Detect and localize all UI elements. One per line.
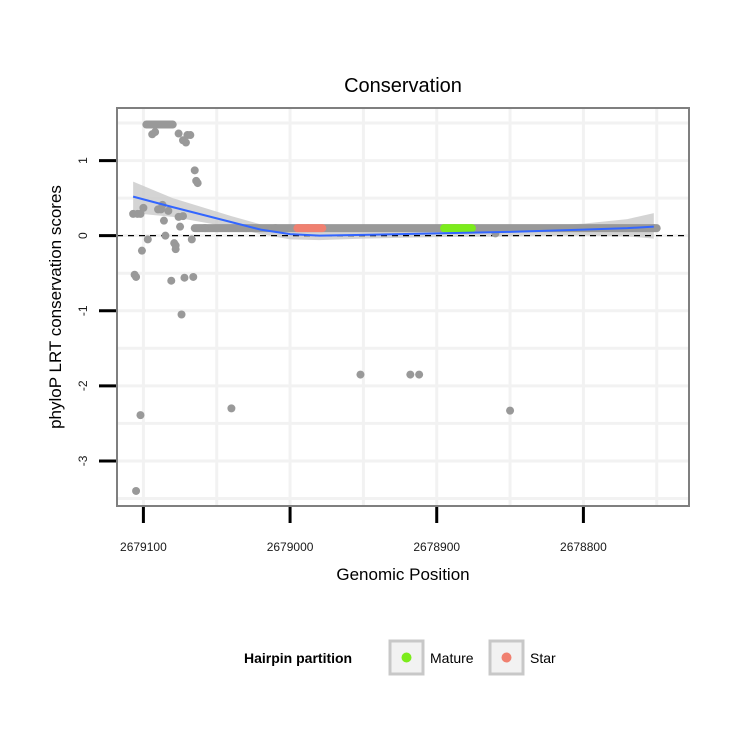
x-axis-title: Genomic Position bbox=[336, 565, 469, 584]
data-point bbox=[139, 203, 148, 212]
data-point bbox=[136, 209, 145, 218]
data-point bbox=[132, 486, 141, 495]
data-point bbox=[356, 370, 365, 379]
data-point bbox=[176, 222, 185, 231]
x-tick-label: 2679000 bbox=[267, 540, 314, 554]
data-point bbox=[190, 166, 199, 175]
legend-label-mature: Mature bbox=[430, 650, 474, 666]
data-point bbox=[506, 406, 515, 415]
data-point bbox=[181, 138, 190, 147]
legend: Hairpin partition Mature Star bbox=[244, 639, 556, 676]
y-tick-label: -2 bbox=[76, 380, 90, 391]
plot-panel bbox=[116, 107, 690, 507]
data-point bbox=[143, 235, 152, 244]
data-point bbox=[151, 128, 160, 137]
data-point bbox=[179, 212, 187, 221]
data-point bbox=[227, 404, 236, 413]
x-tick-label: 2678900 bbox=[413, 540, 460, 554]
data-point bbox=[491, 229, 500, 238]
data-point bbox=[132, 272, 141, 281]
data-point bbox=[161, 231, 170, 240]
y-axis-title: phyloP LRT conservation scores bbox=[46, 185, 65, 429]
data-point bbox=[174, 129, 183, 138]
y-tick-label: -1 bbox=[76, 305, 90, 316]
data-point bbox=[159, 216, 168, 225]
data-point bbox=[136, 411, 145, 420]
data-point bbox=[186, 131, 195, 140]
data-point bbox=[180, 273, 189, 282]
data-point bbox=[201, 224, 209, 233]
data-point bbox=[649, 224, 658, 233]
legend-star-icon bbox=[501, 652, 512, 663]
data-point bbox=[189, 272, 198, 281]
x-tick-label: 2679100 bbox=[120, 540, 167, 554]
y-tick-label: -3 bbox=[76, 455, 90, 466]
x-tick-label: 2678800 bbox=[560, 540, 607, 554]
panel-border bbox=[116, 107, 690, 507]
data-point bbox=[164, 206, 173, 215]
chart-title: Conservation bbox=[344, 75, 462, 97]
y-tick-label: 1 bbox=[76, 157, 90, 164]
data-point bbox=[137, 246, 146, 255]
panel-background bbox=[117, 108, 689, 506]
data-point bbox=[271, 224, 280, 233]
legend-label-star: Star bbox=[530, 650, 556, 666]
data-point bbox=[187, 235, 196, 244]
data-point bbox=[193, 179, 202, 188]
legend-title: Hairpin partition bbox=[244, 650, 352, 666]
grid-lines bbox=[117, 108, 689, 506]
data-point bbox=[167, 276, 176, 285]
y-tick-label: 0 bbox=[76, 232, 90, 239]
data-point bbox=[177, 310, 186, 319]
data-point bbox=[406, 370, 415, 379]
data-point bbox=[415, 370, 424, 379]
data-point bbox=[171, 245, 180, 254]
smooth-fit-line bbox=[132, 195, 654, 237]
legend-mature-icon bbox=[401, 652, 412, 663]
x-axis-ticks: 2679100 2679000 2678900 2678800 bbox=[120, 507, 607, 554]
y-axis-ticks: 1 0 -1 -2 -3 bbox=[76, 157, 116, 466]
